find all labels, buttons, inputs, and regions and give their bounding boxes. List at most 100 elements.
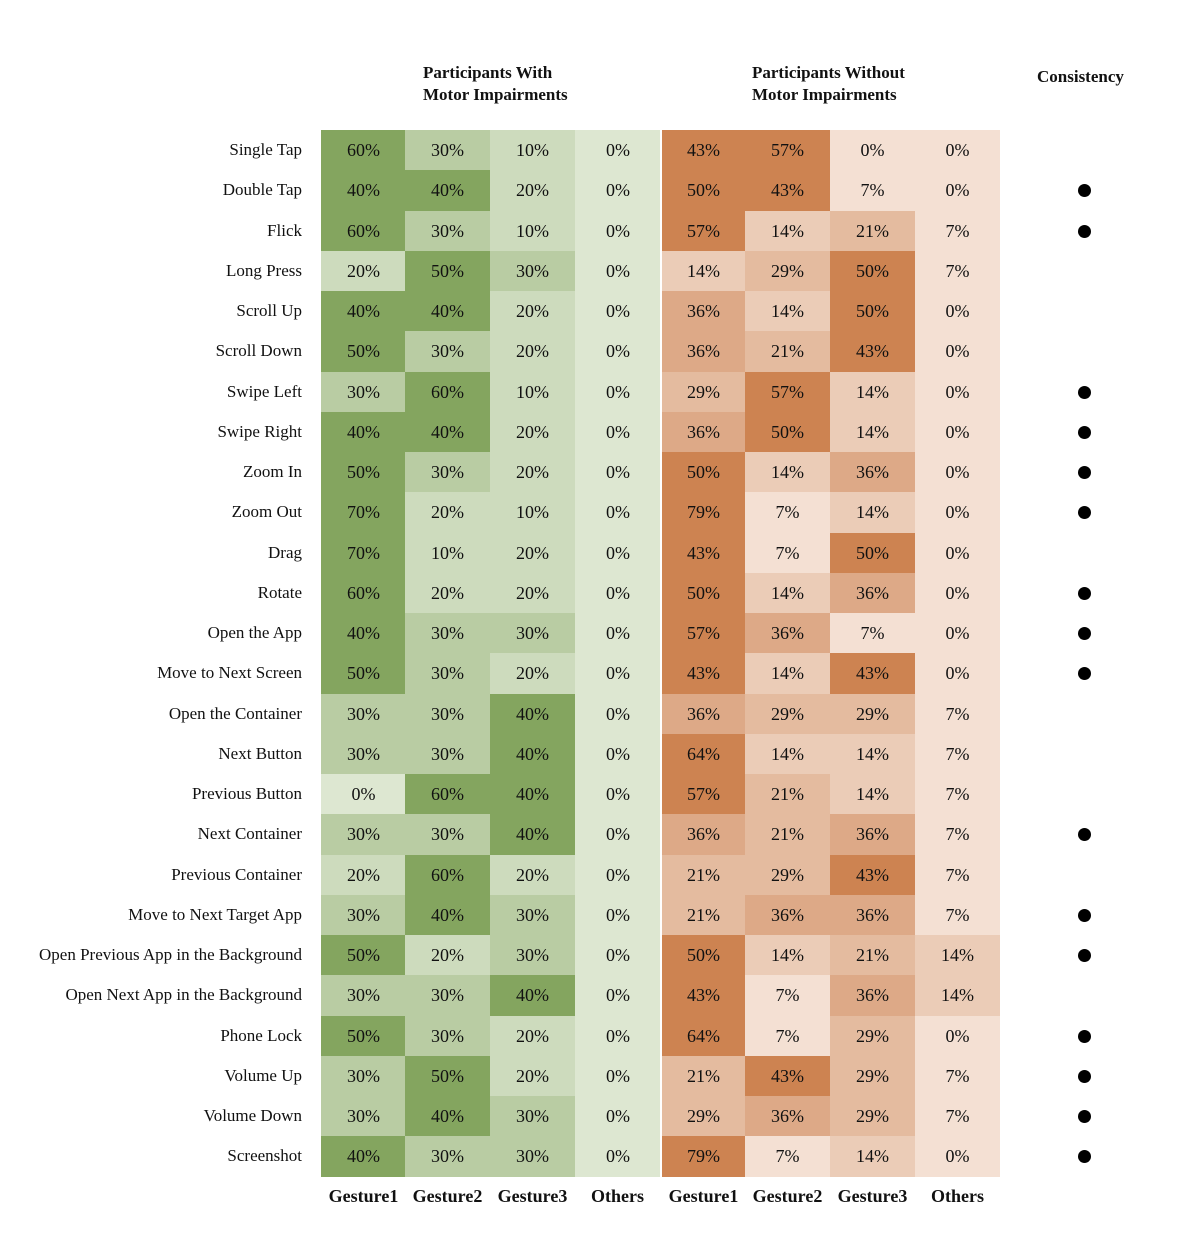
consistency-dot (1078, 1110, 1091, 1124)
heatmap-cell: 0% (575, 613, 661, 654)
heatmap-cell: 0% (575, 935, 661, 976)
heatmap-cell: 30% (405, 210, 490, 252)
heatmap-cell: 0% (575, 774, 661, 815)
heatmap-cell: 40% (321, 291, 406, 332)
heatmap-cell: 40% (405, 411, 490, 453)
consistency-dot (1078, 627, 1091, 641)
heatmap-cell: 0% (915, 291, 1000, 332)
header-consistency-label: Consistency (1037, 67, 1124, 86)
heatmap-cell: 0% (575, 130, 661, 171)
heatmap-cell: 30% (490, 1136, 575, 1178)
row-label: Previous Container (171, 864, 302, 884)
heatmap-cell: 79% (661, 1136, 746, 1178)
heatmap-cell: 10% (490, 210, 575, 252)
heatmap-cell: 14% (745, 653, 830, 695)
heatmap-cell: 0% (915, 572, 1000, 614)
heatmap-cell: 0% (321, 774, 406, 815)
heatmap-cell: 50% (321, 331, 406, 373)
column-label: Others (591, 1186, 644, 1206)
row-label: Volume Up (224, 1065, 302, 1085)
heatmap-cell: 14% (830, 492, 915, 534)
heatmap-cell: 0% (575, 170, 661, 212)
heatmap-cell: 0% (575, 1015, 661, 1057)
consistency-dot (1078, 949, 1091, 963)
heatmap-cell: 0% (915, 371, 1000, 413)
heatmap-cell: 30% (490, 613, 575, 654)
consistency-dot (1078, 506, 1091, 520)
heatmap-cell: 20% (490, 452, 575, 493)
heatmap-cell: 20% (405, 935, 490, 976)
heatmap-cell: 50% (830, 291, 915, 332)
heatmap-cell: 20% (490, 331, 575, 373)
heatmap-cell: 0% (575, 210, 661, 252)
heatmap-cell: 14% (745, 210, 830, 252)
heatmap-cell: 40% (405, 1096, 490, 1137)
row-label: Flick (267, 220, 302, 240)
heatmap-cell: 70% (321, 492, 406, 534)
heatmap-cell: 0% (575, 411, 661, 453)
heatmap-cell: 50% (321, 1015, 406, 1057)
row-label: Next Button (218, 743, 302, 763)
heatmap-cell: 7% (915, 814, 1000, 856)
heatmap-cell: 14% (745, 935, 830, 976)
heatmap-cell: 30% (321, 894, 406, 936)
heatmap-cell: 36% (830, 975, 915, 1017)
group-divider (660, 130, 662, 1177)
heatmap-cell: 60% (405, 774, 490, 815)
heatmap-cell: 14% (830, 1136, 915, 1178)
heatmap-cell: 7% (830, 170, 915, 212)
heatmap-cell: 21% (661, 854, 746, 896)
heatmap-cell: 7% (915, 1096, 1000, 1137)
heatmap-cell: 0% (915, 170, 1000, 212)
column-label: Gesture3 (837, 1186, 908, 1206)
heatmap-cell: 36% (661, 331, 746, 373)
heatmap-cell: 0% (575, 693, 661, 735)
heatmap-cell: 0% (575, 250, 661, 292)
heatmap-cell: 30% (321, 371, 406, 413)
heatmap-cell: 0% (575, 492, 661, 534)
heatmap-cell: 7% (745, 492, 830, 534)
consistency-dot (1078, 1150, 1091, 1164)
heatmap-cell: 50% (321, 452, 406, 493)
heatmap-cell: 50% (321, 935, 406, 976)
heatmap-cell: 14% (915, 975, 1000, 1017)
heatmap-cell: 36% (745, 613, 830, 654)
heatmap-cell: 30% (405, 653, 490, 695)
heatmap-cell: 43% (661, 532, 746, 574)
heatmap-cell: 7% (915, 733, 1000, 775)
heatmap-cell: 0% (915, 130, 1000, 171)
heatmap-cell: 0% (915, 331, 1000, 373)
heatmap-cell: 50% (661, 170, 746, 212)
row-label: Zoom Out (231, 502, 302, 522)
heatmap-cell: 7% (745, 1136, 830, 1178)
heatmap-cell: 20% (490, 1055, 575, 1097)
heatmap-cell: 0% (575, 653, 661, 695)
header-without-line-1: Participants Without (752, 63, 905, 82)
heatmap-cell: 0% (575, 1055, 661, 1097)
heatmap-cell: 57% (661, 613, 746, 654)
heatmap-cell: 30% (405, 975, 490, 1017)
heatmap-cell: 30% (321, 1096, 406, 1137)
header-with-impairments: Participants With Motor Impairments (423, 62, 568, 106)
heatmap-cell: 20% (490, 653, 575, 695)
heatmap-cell: 57% (661, 210, 746, 252)
heatmap-cell: 21% (830, 210, 915, 252)
heatmap-cell: 29% (830, 1096, 915, 1137)
header-with-line-2: Motor Impairments (423, 85, 568, 104)
heatmap-cell: 14% (745, 733, 830, 775)
heatmap-cell: 50% (405, 1055, 490, 1097)
heatmap-cell: 29% (745, 854, 830, 896)
row-label: Move to Next Screen (157, 663, 302, 683)
heatmap-cell: 0% (575, 452, 661, 493)
row-label: Phone Lock (220, 1025, 302, 1045)
heatmap-cell: 21% (745, 331, 830, 373)
heatmap-cell: 29% (830, 1055, 915, 1097)
heatmap-cell: 30% (405, 613, 490, 654)
heatmap-cell: 40% (490, 814, 575, 856)
heatmap-cell: 29% (661, 1096, 746, 1137)
heatmap-cell: 30% (405, 331, 490, 373)
heatmap-cell: 30% (405, 693, 490, 735)
heatmap-cell: 20% (490, 1015, 575, 1057)
heatmap-cell: 36% (830, 894, 915, 936)
heatmap-cell: 7% (915, 854, 1000, 896)
